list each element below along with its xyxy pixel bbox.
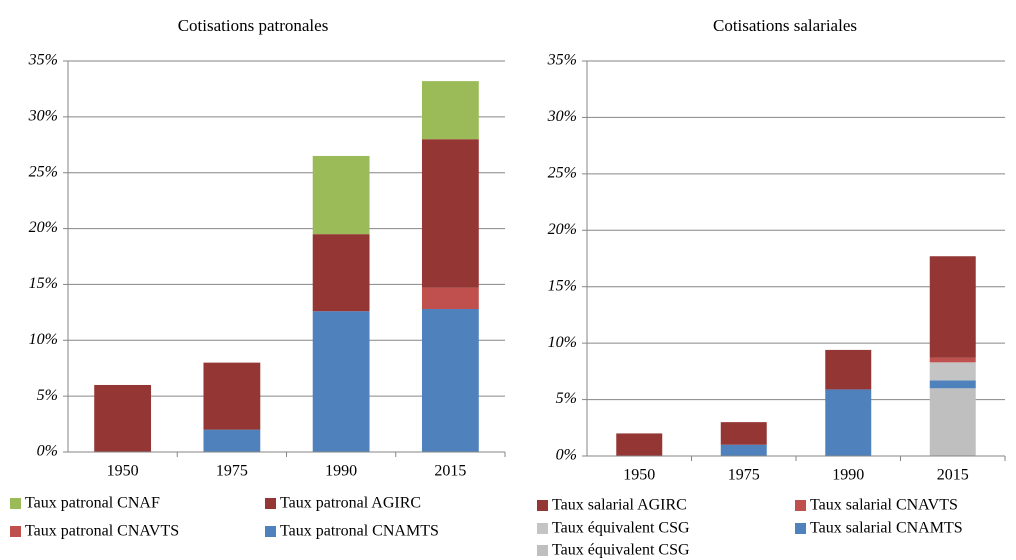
legend-swatch	[537, 545, 548, 556]
y-tick-label: 25%	[548, 165, 577, 182]
bar-segment	[312, 234, 370, 312]
legend-label: Taux salarial CNAVTS	[810, 497, 958, 514]
legend-swatch	[795, 500, 806, 511]
bar-segment	[720, 422, 767, 445]
legend-swatch	[537, 523, 548, 534]
legend-swatch	[265, 526, 276, 537]
legend-label: Taux équivalent CSG	[552, 542, 690, 559]
x-tick-label: 2015	[937, 467, 969, 484]
chart-title: Cotisations salariales	[713, 16, 857, 35]
y-tick-label: 10%	[548, 334, 577, 351]
y-tick-label: 30%	[547, 108, 577, 125]
y-tick-label: 5%	[556, 390, 577, 407]
y-tick-label: 10%	[29, 331, 58, 348]
y-tick-label: 35%	[28, 52, 58, 69]
bar-segment	[616, 433, 663, 456]
bar-segment	[312, 155, 370, 235]
x-tick-label: 1975	[216, 463, 248, 480]
y-tick-label: 0%	[37, 443, 58, 460]
x-tick-label: 2015	[434, 463, 466, 480]
bar-segment	[203, 429, 261, 452]
bar-segment	[929, 362, 976, 381]
legend-label: Taux salarial AGIRC	[552, 497, 687, 514]
legend-label: Taux patronal CNAF	[25, 495, 160, 512]
y-tick-label: 20%	[548, 221, 577, 238]
legend-swatch	[10, 526, 21, 537]
y-tick-label: 15%	[548, 277, 577, 294]
bar-segment	[421, 287, 479, 310]
y-tick-label: 5%	[37, 387, 58, 404]
bar-segment	[421, 81, 479, 140]
legend-swatch	[265, 498, 276, 509]
x-tick-label: 1990	[832, 467, 864, 484]
x-tick-label: 1950	[623, 467, 655, 484]
bar-segment	[94, 384, 152, 452]
bar-segment	[929, 357, 976, 363]
x-tick-label: 1975	[728, 467, 760, 484]
legend-swatch	[10, 498, 21, 509]
bar-segment	[720, 444, 767, 456]
y-tick-label: 15%	[29, 275, 58, 292]
legend-label: Taux salarial CNAMTS	[810, 520, 963, 537]
y-tick-label: 25%	[29, 163, 58, 180]
y-tick-label: 35%	[547, 52, 577, 69]
x-tick-label: 1950	[107, 463, 139, 480]
y-tick-label: 0%	[556, 447, 577, 464]
bar-segment	[203, 362, 261, 430]
bar-segment	[929, 256, 976, 358]
legend-label: Taux patronal CNAVTS	[25, 523, 179, 540]
legend-swatch	[795, 523, 806, 534]
legend-label: Taux équivalent CSG	[552, 520, 690, 537]
legend-label: Taux patronal AGIRC	[280, 495, 421, 512]
y-tick-label: 30%	[28, 108, 58, 125]
bar-segment	[421, 309, 479, 452]
legend-swatch	[537, 500, 548, 511]
bar-segment	[825, 349, 872, 390]
bar-segment	[929, 380, 976, 389]
bar-segment	[312, 311, 370, 452]
bar-segment	[421, 139, 479, 288]
bar-segment	[929, 388, 976, 456]
legend-label: Taux patronal CNAMTS	[280, 523, 439, 540]
y-tick-label: 20%	[29, 219, 58, 236]
bar-segment	[825, 389, 872, 456]
x-tick-label: 1990	[325, 463, 357, 480]
chart-title: Cotisations patronales	[178, 16, 329, 35]
